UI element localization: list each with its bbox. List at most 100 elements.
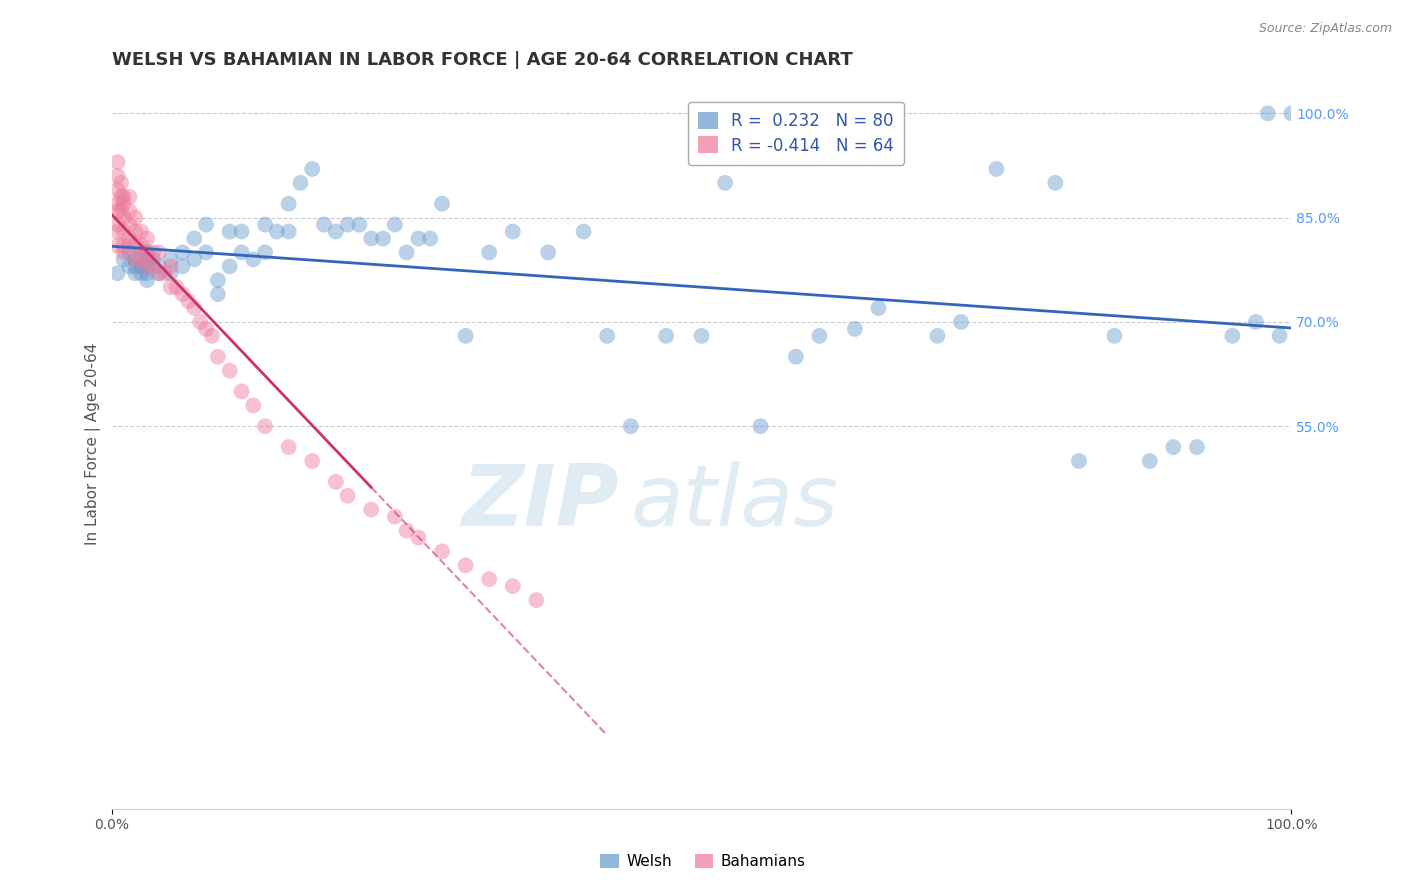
Point [177,294,200,309]
Point [384,509,406,524]
Point [110,190,132,204]
Point [277,225,299,239]
Point [142,245,165,260]
Point [1067,454,1090,468]
Point [325,475,347,489]
Point [136,231,159,245]
Point [118,218,141,232]
Point [927,329,949,343]
Point [195,245,218,260]
Point [290,176,312,190]
Point [112,225,135,239]
Point [124,266,146,280]
Point [1185,440,1208,454]
Point [136,245,159,260]
Point [714,176,737,190]
Text: WELSH VS BAHAMIAN IN LABOR FORCE | AGE 20-64 CORRELATION CHART: WELSH VS BAHAMIAN IN LABOR FORCE | AGE 2… [111,51,852,69]
Point [207,273,229,287]
Point [195,322,218,336]
Point [112,238,135,252]
Point [124,211,146,225]
Point [371,231,394,245]
Point [129,260,152,274]
Point [537,245,560,260]
Point [408,231,430,245]
Point [183,231,205,245]
Point [266,225,288,239]
Point [110,203,132,218]
Point [1279,106,1302,120]
Point [1163,440,1185,454]
Point [112,190,135,204]
Point [1104,329,1126,343]
Point [336,489,359,503]
Point [454,558,477,573]
Point [785,350,807,364]
Point [148,245,170,260]
Point [986,161,1008,176]
Point [596,329,619,343]
Point [188,315,211,329]
Point [254,419,277,434]
Point [207,287,229,301]
Point [118,238,141,252]
Point [107,203,129,218]
Point [254,245,277,260]
Point [201,329,224,343]
Point [430,196,453,211]
Point [808,329,831,343]
Point [166,280,188,294]
Point [136,245,159,260]
Point [231,225,253,239]
Point [118,190,141,204]
Point [218,363,240,377]
Point [478,572,501,586]
Point [384,218,406,232]
Point [153,266,176,280]
Point [118,203,141,218]
Point [502,225,524,239]
Point [107,266,129,280]
Point [124,252,146,267]
Point [110,176,132,190]
Point [112,211,135,225]
Point [107,238,129,252]
Point [172,245,194,260]
Point [844,322,866,336]
Point [183,252,205,267]
Y-axis label: In Labor Force | Age 20-64: In Labor Force | Age 20-64 [86,343,101,545]
Point [112,245,135,260]
Point [868,301,890,315]
Point [159,266,181,280]
Point [242,398,264,412]
Point [277,196,299,211]
Point [107,183,129,197]
Point [572,225,595,239]
Point [395,245,418,260]
Point [136,273,159,287]
Point [148,260,170,274]
Point [207,350,229,364]
Point [124,260,146,274]
Point [655,329,678,343]
Point [360,231,382,245]
Point [159,252,181,267]
Text: Source: ZipAtlas.com: Source: ZipAtlas.com [1258,22,1392,36]
Point [408,531,430,545]
Point [254,218,277,232]
Point [124,238,146,252]
Point [159,280,181,294]
Point [242,252,264,267]
Point [124,252,146,267]
Point [1244,315,1267,329]
Point [148,266,170,280]
Point [312,218,335,232]
Point [107,196,129,211]
Point [172,260,194,274]
Point [148,266,170,280]
Point [118,260,141,274]
Point [1268,329,1291,343]
Point [349,218,371,232]
Point [277,440,299,454]
Point [107,155,129,169]
